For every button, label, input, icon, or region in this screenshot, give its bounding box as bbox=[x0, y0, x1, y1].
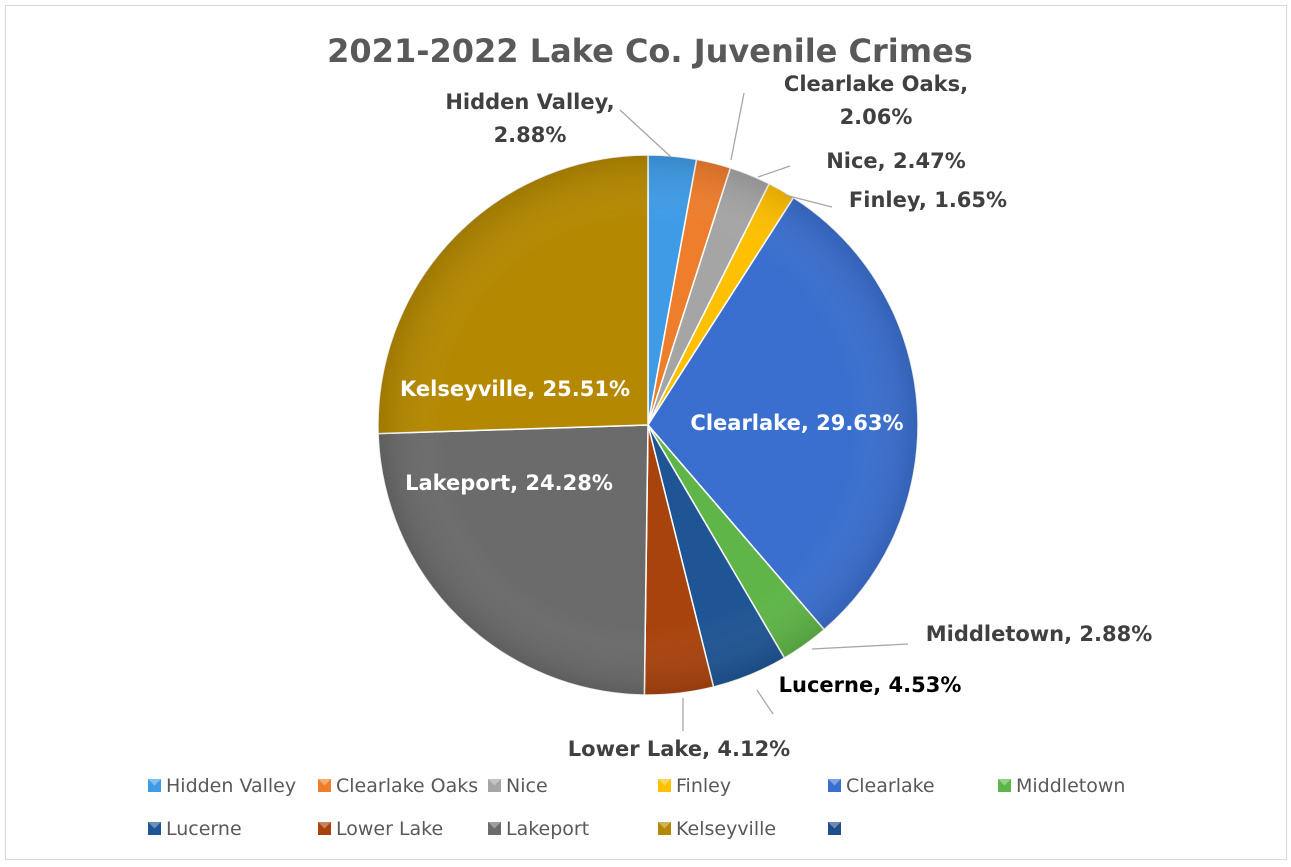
legend-entry-finley: Finley bbox=[658, 775, 731, 797]
data-label-finley: Finley, 1.65% bbox=[849, 188, 1007, 212]
legend-entry-nice: Nice bbox=[488, 775, 548, 797]
legend-entry-lower-lake: Lower Lake bbox=[318, 818, 443, 840]
legend-label: Clearlake Oaks bbox=[336, 775, 478, 797]
leader-line-nice bbox=[758, 166, 790, 177]
legend-label: Lakeport bbox=[506, 818, 589, 840]
data-label-lakeport: Lakeport, 24.28% bbox=[405, 471, 613, 495]
legend-entry-unnamed bbox=[828, 822, 841, 835]
data-label-lucerne: Lucerne, 4.53% bbox=[779, 673, 962, 697]
legend-entry-kelseyville: Kelseyville bbox=[658, 818, 776, 840]
data-label-middletown: Middletown, 2.88% bbox=[926, 622, 1153, 646]
leader-line-middletown bbox=[812, 644, 908, 649]
legend-entry-clearlake: Clearlake bbox=[828, 775, 935, 797]
pie-slice-lakeport bbox=[378, 425, 648, 695]
data-label-clearlake: Clearlake, 29.63% bbox=[690, 411, 903, 435]
data-label-clearlake-oaks: Clearlake Oaks, 2.06% bbox=[784, 72, 968, 129]
legend-label: Nice bbox=[506, 775, 548, 797]
data-label-kelseyville: Kelseyville, 25.51% bbox=[400, 377, 630, 401]
data-label-lower-lake: Lower Lake, 4.12% bbox=[568, 737, 790, 761]
legend-label: Lucerne bbox=[166, 818, 242, 840]
legend-entry-lakeport: Lakeport bbox=[488, 818, 589, 840]
legend-label: Lower Lake bbox=[336, 818, 443, 840]
legend-entry-middletown: Middletown bbox=[998, 775, 1125, 797]
legend-label: Hidden Valley bbox=[166, 775, 296, 797]
data-label-hidden-valley: Hidden Valley, 2.88% bbox=[445, 90, 614, 147]
legend-label: Clearlake bbox=[846, 775, 935, 797]
legend-label: Kelseyville bbox=[676, 818, 776, 840]
legend-entry-clearlake-oaks: Clearlake Oaks bbox=[318, 775, 478, 797]
data-label-nice: Nice, 2.47% bbox=[826, 149, 966, 173]
legend-label: Finley bbox=[676, 775, 731, 797]
legend-label: Middletown bbox=[1016, 775, 1125, 797]
chart-title: 2021-2022 Lake Co. Juvenile Crimes bbox=[327, 32, 973, 70]
leader-line-hidden-valley bbox=[620, 110, 671, 157]
legend-entry-hidden-valley: Hidden Valley bbox=[148, 775, 296, 797]
leader-line-clearlake-oaks bbox=[731, 93, 744, 160]
leader-line-lucerne bbox=[757, 690, 773, 714]
legend-entry-lucerne: Lucerne bbox=[148, 818, 242, 840]
